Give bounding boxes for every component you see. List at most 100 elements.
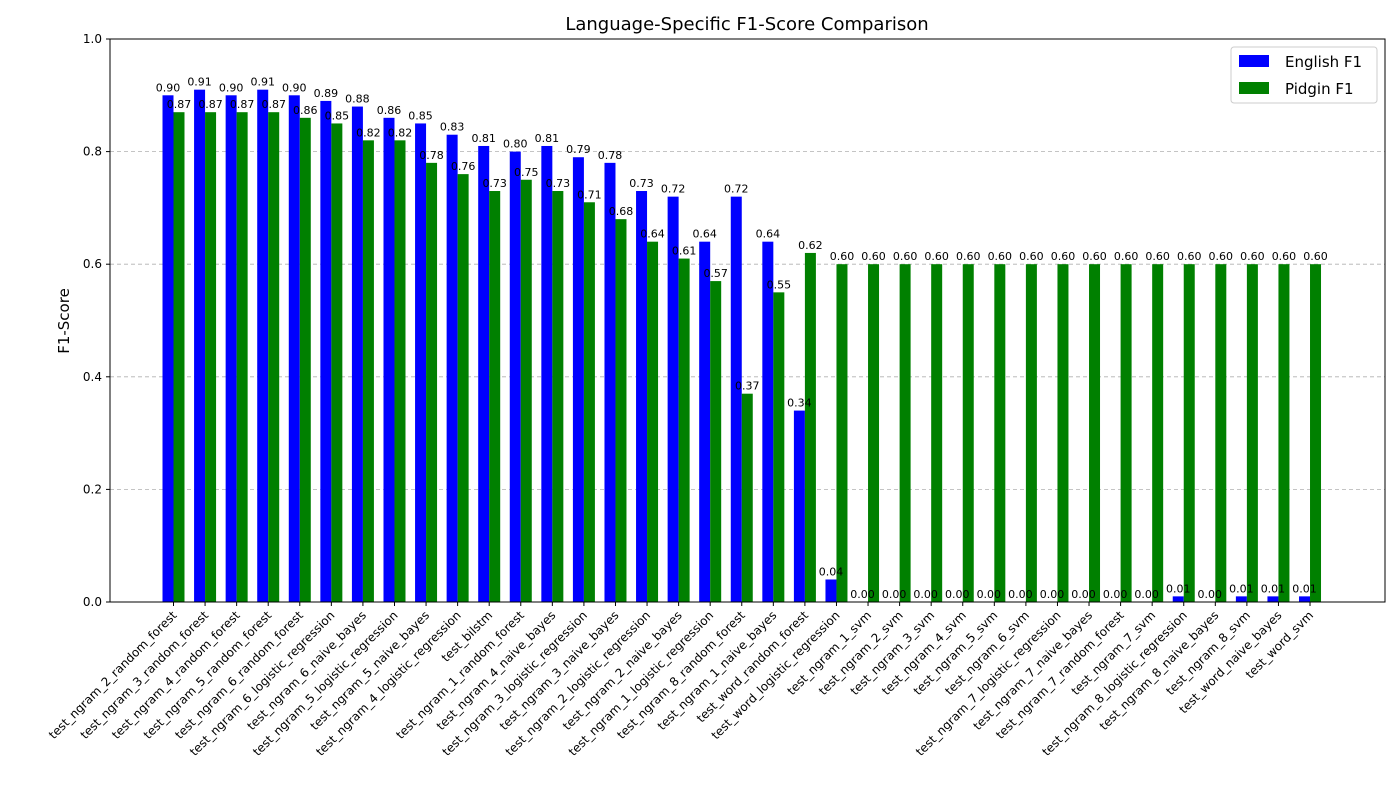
bar-english [1299, 596, 1311, 602]
bar-value-label: 0.86 [377, 104, 402, 117]
bar-value-label: 0.60 [1019, 250, 1044, 263]
y-tick-label: 0.8 [83, 145, 102, 159]
bar-value-label: 0.83 [440, 121, 465, 134]
bar-value-label: 0.55 [767, 278, 792, 291]
y-tick-label: 0.2 [83, 482, 102, 496]
bar-value-label: 0.89 [314, 87, 339, 100]
bar-value-label: 0.60 [956, 250, 981, 263]
bar-english [383, 117, 395, 602]
bar-pidgin [1057, 264, 1069, 602]
y-axis-label: F1-Score [55, 288, 73, 354]
bar-english [604, 162, 616, 603]
bar-value-label: 0.60 [1051, 250, 1076, 263]
bar-pidgin [1278, 264, 1290, 602]
bar-english [351, 106, 363, 602]
bar-value-label: 0.72 [661, 183, 686, 196]
legend: English F1 Pidgin F1 [1230, 46, 1378, 104]
bar-pidgin [552, 191, 564, 602]
bar-value-label: 0.00 [977, 588, 1002, 601]
bar-pidgin [362, 140, 374, 602]
bar-pidgin [520, 179, 532, 602]
bar-pidgin [741, 393, 753, 602]
bar-pidgin [426, 162, 438, 603]
bar-value-label: 0.64 [640, 228, 665, 241]
bar-value-label: 0.60 [1177, 250, 1202, 263]
bar-pidgin [1089, 264, 1101, 602]
bar-value-label: 0.04 [819, 565, 844, 578]
bar-english [825, 579, 837, 602]
bar-value-label: 0.90 [156, 81, 181, 94]
bar-value-label: 0.86 [293, 104, 318, 117]
bar-value-label: 0.87 [198, 98, 223, 111]
axes: 0.00.20.40.60.81.0test_ngram_2_random_fo… [46, 32, 1386, 759]
bar-pidgin [615, 219, 627, 602]
bar-value-label: 0.71 [577, 188, 602, 201]
bar-value-label: 0.60 [893, 250, 918, 263]
bar-pidgin [489, 191, 501, 602]
bar-value-label: 0.91 [187, 76, 212, 89]
bar-pidgin [268, 112, 280, 602]
bar-value-label: 0.76 [451, 160, 476, 173]
bar-value-label: 0.85 [325, 109, 350, 122]
bar-pidgin [678, 258, 690, 602]
chart-title: Language-Specific F1-Score Comparison [565, 14, 928, 35]
bar-english [572, 157, 584, 603]
bar-pidgin [583, 202, 595, 602]
bar-pidgin [962, 264, 974, 602]
bar-english [478, 145, 490, 602]
legend-label: English F1 [1285, 53, 1362, 71]
bar-value-label: 0.60 [988, 250, 1013, 263]
bar-pidgin [994, 264, 1006, 602]
bar-pidgin [931, 264, 943, 602]
bar-value-label: 0.78 [598, 149, 623, 162]
bar-pidgin [1152, 264, 1164, 602]
bar-value-label: 0.90 [282, 81, 307, 94]
bar-english [509, 151, 521, 602]
bar-pidgin [647, 241, 659, 602]
bar-value-label: 0.00 [850, 588, 875, 601]
bar-pidgin [899, 264, 911, 602]
bar-value-label: 0.81 [535, 132, 560, 145]
bar-english [636, 191, 648, 602]
bar-value-label: 0.73 [482, 177, 507, 190]
bar-value-label: 0.00 [1198, 588, 1223, 601]
bar-pidgin [1025, 264, 1037, 602]
bar-value-label: 0.00 [1103, 588, 1128, 601]
bar-english [194, 89, 206, 603]
bar-value-label: 0.87 [261, 98, 286, 111]
bar-english [162, 95, 174, 603]
bar-pidgin [836, 264, 848, 602]
bar-value-label: 0.81 [471, 132, 496, 145]
y-tick-label: 0.4 [83, 370, 102, 384]
bar-value-label: 0.00 [1071, 588, 1096, 601]
bar-pidgin [1215, 264, 1227, 602]
bar-value-label: 0.00 [1008, 588, 1033, 601]
bar-value-label: 0.60 [1145, 250, 1170, 263]
bar-value-label: 0.01 [1292, 582, 1317, 595]
bar-value-label: 0.00 [1040, 588, 1065, 601]
bar-value-label: 0.73 [546, 177, 571, 190]
bar-value-label: 0.57 [703, 267, 728, 280]
bar-english [762, 241, 774, 602]
bar-english [1235, 596, 1247, 602]
bar-pidgin [1183, 264, 1195, 602]
bar-value-label: 0.72 [724, 183, 749, 196]
bar-value-label: 0.80 [503, 138, 528, 151]
bar-pidgin [457, 174, 469, 602]
bar-pidgin [394, 140, 406, 602]
y-tick-label: 0.0 [83, 595, 102, 609]
bar-value-label: 0.64 [692, 228, 717, 241]
bar-pidgin [868, 264, 880, 602]
bar-pidgin [1120, 264, 1132, 602]
bar-english [288, 95, 300, 603]
bar-value-label: 0.60 [830, 250, 855, 263]
bar-english [1267, 596, 1279, 602]
bar-pidgin [331, 123, 343, 602]
bar-value-label: 0.00 [913, 588, 938, 601]
bar-value-label: 0.00 [1134, 588, 1159, 601]
bar-value-label: 0.60 [924, 250, 949, 263]
bar-pidgin [173, 112, 185, 602]
bar-english [699, 241, 711, 602]
